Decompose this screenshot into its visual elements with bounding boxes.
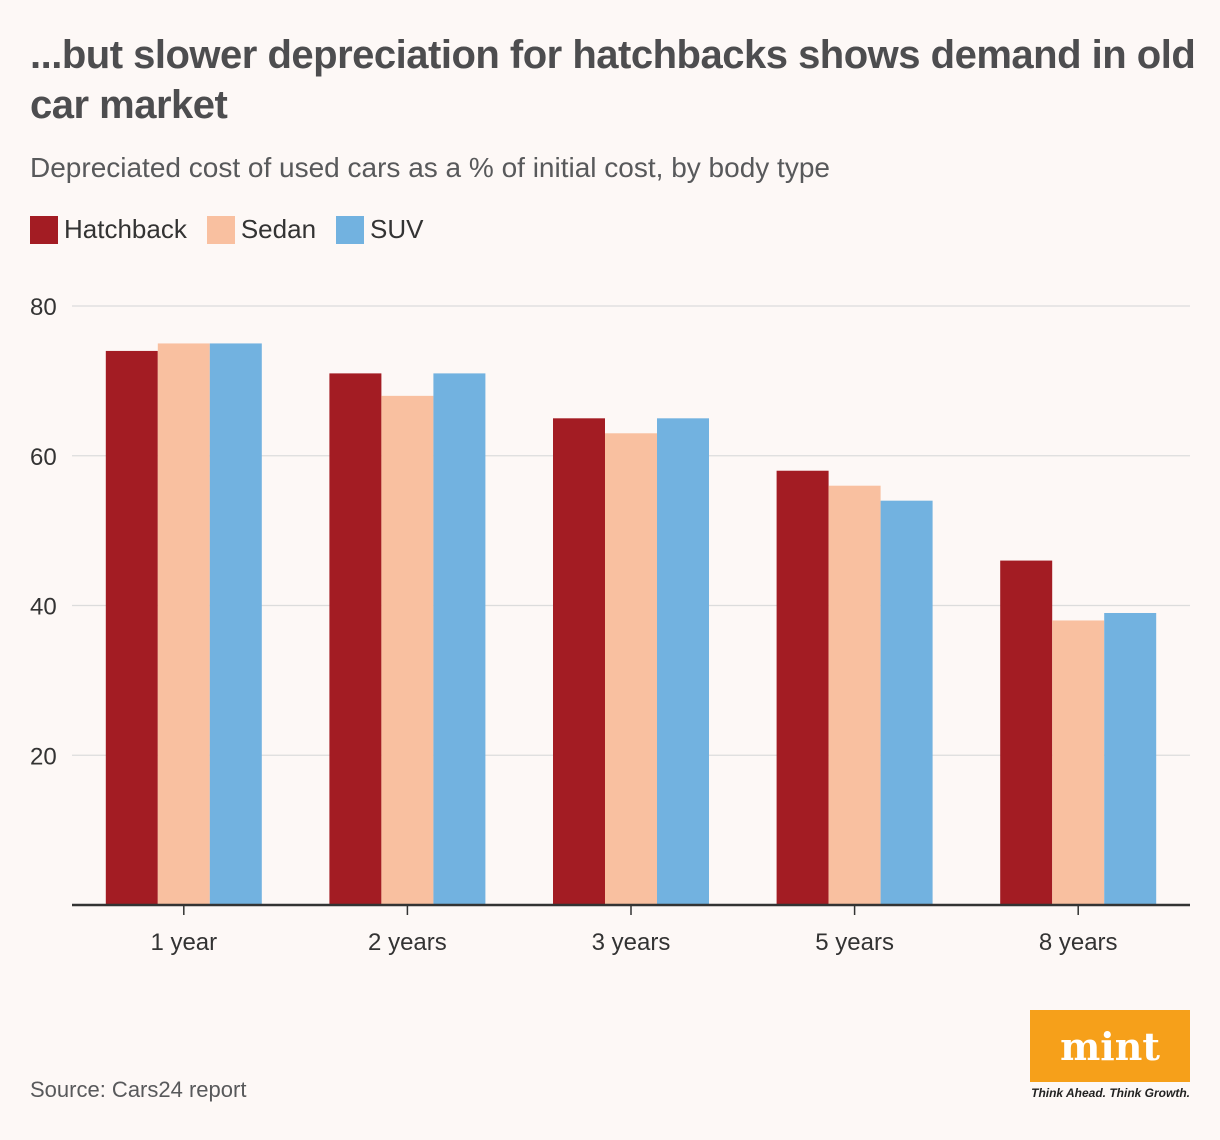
- mint-logo: mint Think Ahead. Think Growth.: [1030, 1010, 1190, 1100]
- bar-sedan-1: [381, 395, 434, 905]
- legend-swatch-suv: [336, 215, 365, 244]
- x-tick-label: 8 years: [1039, 929, 1118, 956]
- x-tick-label: 1 year: [150, 929, 217, 956]
- x-tick-label: 5 years: [815, 929, 894, 956]
- x-tick-label: 2 years: [368, 929, 447, 956]
- chart-subtitle: Depreciated cost of used cars as a % of …: [30, 152, 830, 183]
- bar-suv-4: [1104, 612, 1157, 905]
- bar-suv-3: [880, 500, 933, 905]
- source-note: Source: Cars24 report: [30, 1077, 247, 1102]
- bar-suv-2: [657, 418, 709, 905]
- bar-sedan-0: [157, 343, 210, 905]
- legend: Hatchback Sedan SUV: [30, 214, 444, 245]
- mint-tagline: Think Ahead. Think Growth.: [1031, 1086, 1190, 1100]
- chart-title: ...but slower depreciation for hatchback…: [30, 33, 1196, 127]
- bar-suv-1: [433, 373, 486, 905]
- x-tick-label: 3 years: [592, 929, 671, 956]
- bar-hatchback-3: [776, 470, 829, 905]
- bar-chart: 20 40 60 80 1 year 2 years 3 years 5 years 8 yea…: [30, 294, 1190, 956]
- bar-sedan-2: [605, 433, 657, 905]
- bar-sedan-4: [1052, 620, 1105, 905]
- bar-hatchback-4: [1000, 560, 1053, 905]
- y-tick-label: 40: [30, 594, 57, 621]
- legend-label-sedan: Sedan: [240, 214, 317, 244]
- legend-item-hatchback: Hatchback: [30, 214, 187, 245]
- legend-swatch-sedan: [206, 215, 235, 244]
- bar-sedan-3: [828, 485, 881, 905]
- bar-hatchback-1: [329, 373, 382, 905]
- legend-label-hatchback: Hatchback: [64, 214, 187, 244]
- y-tick-label: 20: [30, 743, 57, 770]
- legend-swatch-hatchback: [30, 215, 58, 244]
- y-tick-label: 80: [30, 294, 57, 321]
- bar-suv-0: [209, 343, 262, 905]
- mint-logo-box: mint: [1030, 1010, 1190, 1082]
- legend-item-suv: SUV: [336, 214, 424, 245]
- legend-item-sedan: Sedan: [206, 214, 317, 245]
- legend-label-suv: SUV: [370, 214, 424, 244]
- bar-hatchback-2: [553, 418, 605, 905]
- bar-hatchback-0: [105, 350, 158, 905]
- y-tick-label: 60: [30, 444, 57, 471]
